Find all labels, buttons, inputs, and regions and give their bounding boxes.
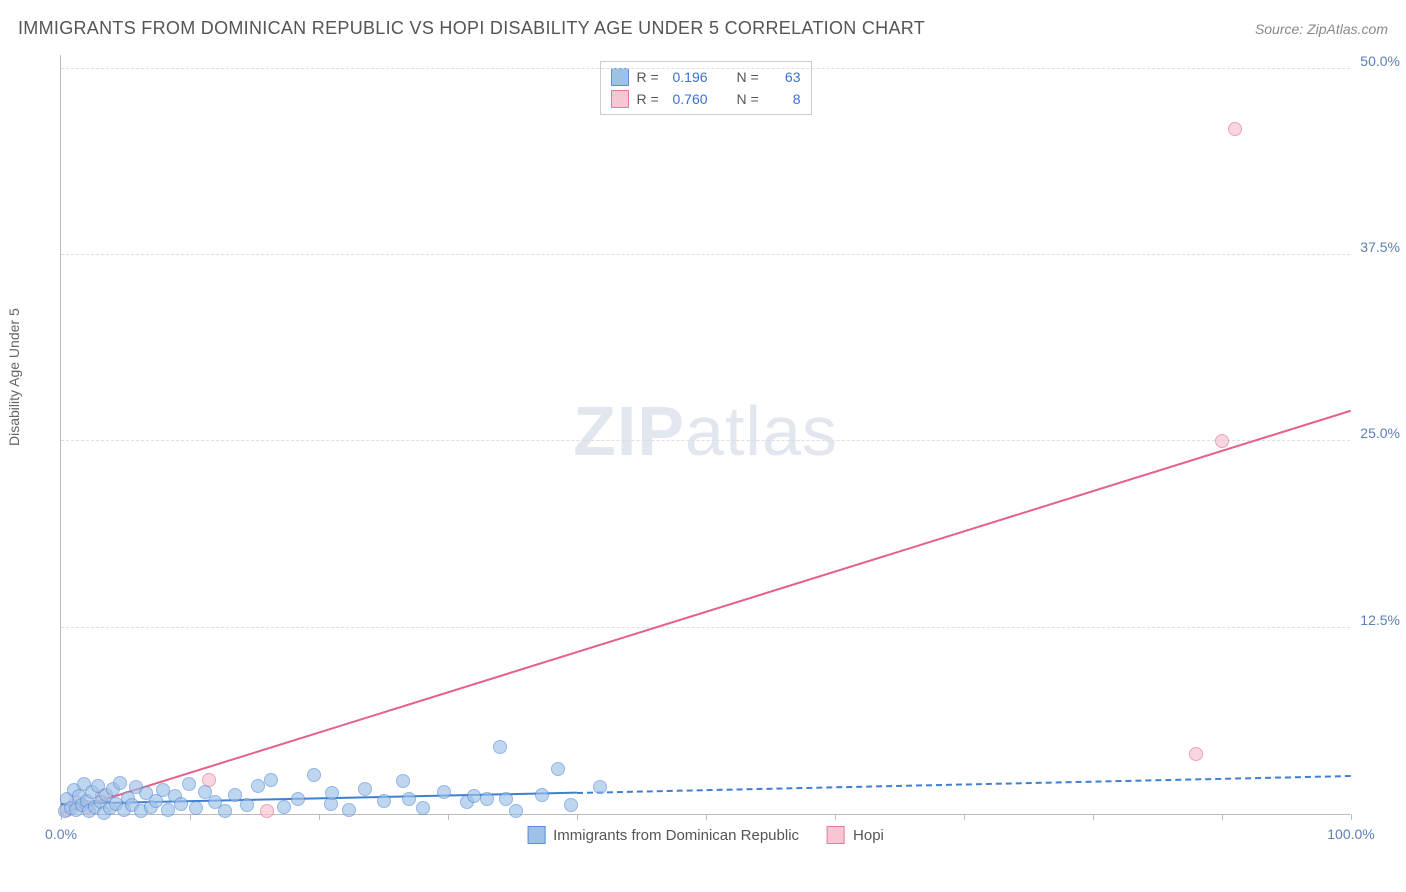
point-blue [182,777,196,791]
y-tick-label: 50.0% [1360,53,1400,69]
point-blue [437,785,451,799]
point-blue [113,776,127,790]
point-blue [251,779,265,793]
point-blue [307,768,321,782]
y-tick-label: 25.0% [1360,425,1400,441]
x-tick [835,814,836,820]
y-tick-label: 12.5% [1360,612,1400,628]
y-tick-label: 37.5% [1360,239,1400,255]
gridline [61,440,1350,441]
point-blue [551,762,565,776]
x-tick [706,814,707,820]
point-blue [264,773,278,787]
point-blue [467,789,481,803]
x-tick-label: 0.0% [45,826,77,842]
x-tick [448,814,449,820]
plot-area: ZIPatlas R = 0.196 N = 63 R = 0.760 N = … [60,55,1350,815]
point-blue [218,804,232,818]
point-blue [396,774,410,788]
point-blue [189,801,203,815]
swatch-pink [827,826,845,844]
point-blue [416,801,430,815]
trend-line [61,410,1352,814]
point-pink [1228,122,1242,136]
point-blue [480,792,494,806]
point-blue [499,792,513,806]
point-blue [174,797,188,811]
gridline [61,254,1350,255]
gridline [61,627,1350,628]
point-blue [358,782,372,796]
legend-label-blue: Immigrants from Dominican Republic [553,827,799,844]
gridline [61,68,1350,69]
x-tick [190,814,191,820]
point-blue [535,788,549,802]
x-tick [1093,814,1094,820]
x-tick [964,814,965,820]
swatch-pink [611,90,629,108]
point-blue [593,780,607,794]
point-blue [325,786,339,800]
point-blue [161,803,175,817]
chart-title: IMMIGRANTS FROM DOMINICAN REPUBLIC VS HO… [18,18,925,39]
x-tick-label: 100.0% [1327,826,1374,842]
watermark: ZIPatlas [573,391,838,471]
trend-line [577,775,1351,794]
legend-stats: R = 0.196 N = 63 R = 0.760 N = 8 [600,61,812,115]
legend-series: Immigrants from Dominican Republic Hopi [527,826,884,844]
point-pink [260,804,274,818]
x-tick [319,814,320,820]
point-blue [402,792,416,806]
point-blue [509,804,523,818]
point-blue [493,740,507,754]
point-pink [1189,747,1203,761]
point-blue [377,794,391,808]
x-tick [1222,814,1223,820]
point-blue [342,803,356,817]
x-tick [577,814,578,820]
source-label: Source: ZipAtlas.com [1255,21,1388,37]
point-blue [228,788,242,802]
point-blue [240,798,254,812]
point-blue [564,798,578,812]
y-axis-label: Disability Age Under 5 [6,308,22,446]
point-blue [291,792,305,806]
x-tick [1351,814,1352,820]
point-blue [277,800,291,814]
legend-label-pink: Hopi [853,827,884,844]
swatch-blue [611,68,629,86]
point-pink [1215,434,1229,448]
swatch-blue [527,826,545,844]
